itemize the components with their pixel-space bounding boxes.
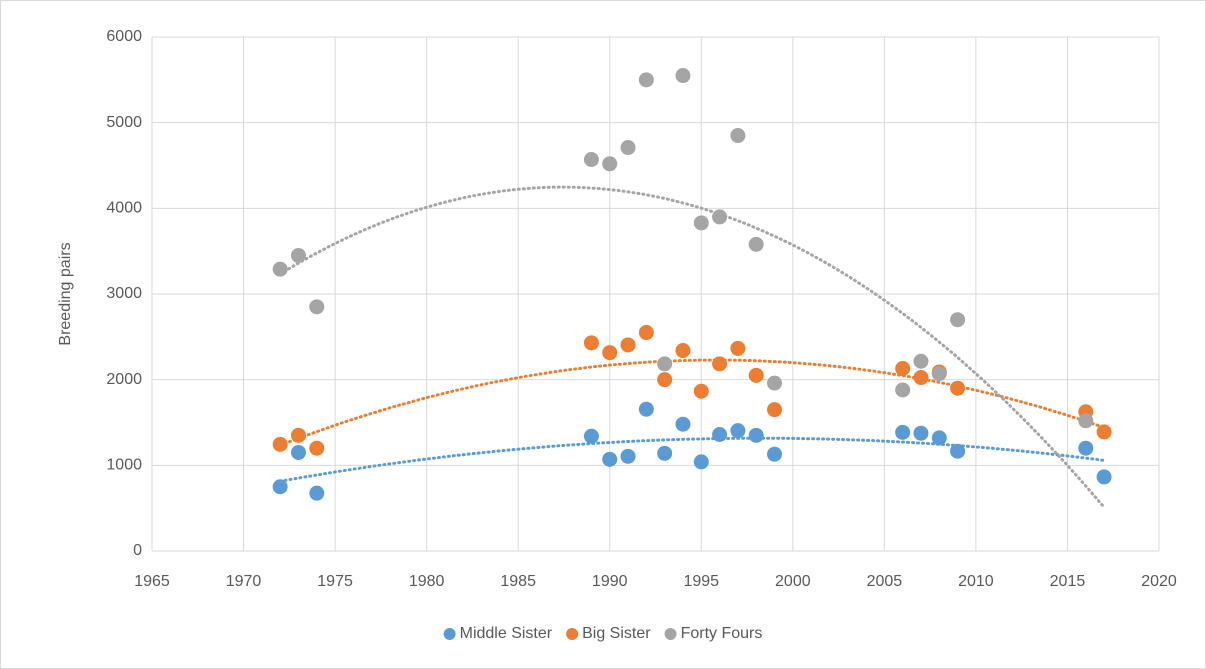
legend-label: Forty Fours [681,625,763,642]
point [638,72,654,88]
legend-marker [664,628,677,640]
y-axis-label: Breeding pairs [57,242,74,345]
point [638,325,654,341]
trendline [278,185,1106,509]
x-tick-label: 1975 [317,573,353,590]
point [895,424,911,440]
y-tick-label: 1000 [106,457,142,474]
point [767,446,783,462]
point [309,299,325,315]
y-tick-label: 6000 [106,28,142,45]
point [272,436,288,452]
legend-marker [443,628,456,640]
point [638,401,654,417]
trendline [278,358,1106,447]
legend-marker [566,628,579,640]
legend: Middle Sister Big Sister Forty Fours [443,625,763,642]
point [950,380,966,396]
point [913,425,929,441]
y-tick-label: 0 [133,542,142,559]
point [602,345,618,361]
y-tick-label: 2000 [106,371,142,388]
x-tick-label: 2020 [1141,573,1177,590]
point [730,128,746,144]
x-tick-label: 1985 [500,573,536,590]
point [583,335,599,351]
point [931,366,947,382]
x-tick-label: 1965 [134,573,170,590]
point [712,356,728,372]
point [748,367,764,383]
point [1096,424,1112,440]
point [931,430,947,446]
point [1078,440,1094,456]
x-tick-label: 2010 [958,573,994,590]
point [1078,413,1094,429]
x-tick-label: 1970 [226,573,262,590]
point [950,443,966,459]
point [693,454,709,470]
point [657,372,673,388]
y-tick-label: 5000 [106,114,142,131]
legend-label: Middle Sister [460,625,553,642]
point [657,356,673,372]
point [657,445,673,461]
point [748,427,764,443]
x-tick-label: 2015 [1050,573,1086,590]
x-tick-label: 1980 [409,573,445,590]
point [748,236,764,252]
point [895,361,911,377]
point [309,485,325,501]
point [309,440,325,456]
point [583,428,599,444]
point [675,416,691,432]
point [767,375,783,391]
trendline [278,436,1106,483]
point [272,261,288,277]
point [583,152,599,168]
point [272,479,288,495]
legend-label: Big Sister [582,625,651,642]
point [602,451,618,467]
point [290,427,306,443]
point [950,312,966,328]
point [620,140,636,156]
point [895,382,911,398]
x-tick-label: 2005 [867,573,903,590]
point [290,247,306,263]
point [730,423,746,439]
point [620,448,636,464]
point [712,426,728,442]
point [730,340,746,356]
y-tick-label: 4000 [106,200,142,217]
point [620,337,636,353]
point [675,68,691,84]
point [1096,469,1112,485]
point [913,353,929,369]
point [712,209,728,225]
point [602,156,618,172]
point [693,383,709,399]
point [693,215,709,231]
y-tick-label: 3000 [106,285,142,302]
x-tick-label: 2000 [775,573,811,590]
x-tick-label: 1995 [683,573,719,590]
point [767,402,783,418]
point [290,444,306,460]
point [913,370,929,386]
x-tick-label: 1990 [592,573,628,590]
point [675,343,691,359]
